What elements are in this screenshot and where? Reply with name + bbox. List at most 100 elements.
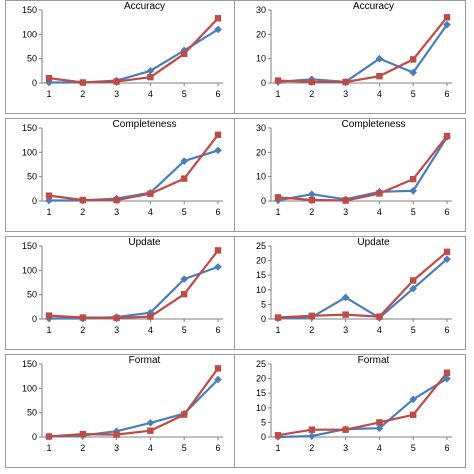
data-point-square-icon <box>410 411 417 419</box>
series-line <box>48 249 219 320</box>
data-point-square-icon <box>308 312 315 319</box>
data-point-square-icon <box>274 432 282 439</box>
y-tick-label: 0 <box>261 314 266 324</box>
x-tick-label: 4 <box>377 89 382 99</box>
chart-title: Update <box>357 237 390 248</box>
x-tick-label: 2 <box>80 89 85 99</box>
y-tick-label: 30 <box>256 5 266 15</box>
data-point-square-icon <box>443 132 451 140</box>
chart-panel: Update 0 5 10 15 20 25 1 2 3 4 5 6 <box>234 236 466 350</box>
series-line <box>48 367 219 438</box>
x-tick-label: 5 <box>182 325 187 335</box>
data-point-square-icon <box>214 365 222 372</box>
y-tick-label: 50 <box>27 290 37 300</box>
chart-title: Update <box>128 237 161 248</box>
y-tick-label: 100 <box>22 147 37 157</box>
chart-panel: Accuracy 0 10 20 30 1 2 3 4 5 6 <box>234 0 466 114</box>
data-point-square-icon <box>79 430 86 438</box>
y-tick-label: 0 <box>261 196 266 206</box>
x-tick-label: 2 <box>309 207 314 217</box>
y-tick-label: 0 <box>261 432 266 442</box>
data-point-square-icon <box>147 190 154 197</box>
x-tick-label: 3 <box>343 443 348 453</box>
x-tick-label: 6 <box>215 207 220 217</box>
chart-frame <box>234 118 466 232</box>
chart-svg: Completeness 0 50 100 150 1 2 3 4 5 6 <box>5 118 237 232</box>
x-tick-label: 6 <box>444 443 449 453</box>
x-tick-label: 1 <box>46 443 51 453</box>
chart-svg: Format 0 5 10 15 20 25 1 2 3 4 5 6 <box>234 354 466 468</box>
chart-panel: Format 0 50 100 150 1 2 3 4 5 6 <box>5 354 237 468</box>
x-tick-label: 5 <box>182 207 187 217</box>
y-tick-label: 100 <box>22 29 37 39</box>
data-point-square-icon <box>274 194 282 201</box>
data-point-diamond-icon <box>443 374 451 383</box>
y-tick-label: 150 <box>22 123 37 133</box>
y-tick-label: 25 <box>256 241 266 251</box>
x-tick-label: 1 <box>46 325 51 335</box>
x-tick-label: 1 <box>46 89 51 99</box>
series-line <box>277 372 448 437</box>
x-tick-label: 4 <box>148 325 153 335</box>
x-tick-label: 6 <box>444 207 449 217</box>
data-point-square-icon <box>79 314 86 321</box>
data-point-square-icon <box>181 411 188 418</box>
x-tick-label: 5 <box>411 325 416 335</box>
x-tick-label: 2 <box>80 325 85 335</box>
data-point-diamond-icon <box>45 78 53 87</box>
data-point-diamond-icon <box>45 196 53 205</box>
chart-panel: Completeness 0 50 100 150 1 2 3 4 5 6 <box>5 118 237 232</box>
chart-svg: Completeness 0 10 20 30 1 2 3 4 5 6 <box>234 118 466 232</box>
data-point-square-icon <box>274 314 282 321</box>
y-tick-label: 0 <box>261 78 266 88</box>
x-tick-label: 4 <box>377 443 382 453</box>
y-tick-label: 15 <box>256 270 266 280</box>
x-tick-label: 6 <box>444 325 449 335</box>
y-tick-label: 30 <box>256 123 266 133</box>
data-point-diamond-icon <box>146 67 155 75</box>
series-line <box>48 17 219 84</box>
data-point-diamond-icon <box>375 54 384 63</box>
data-point-diamond-icon <box>180 46 188 55</box>
chart-svg: Format 0 50 100 150 1 2 3 4 5 6 <box>5 354 237 468</box>
y-tick-label: 0 <box>32 196 37 206</box>
y-tick-label: 0 <box>32 432 37 442</box>
data-point-square-icon <box>376 72 383 80</box>
y-tick-label: 0 <box>32 314 37 324</box>
data-point-square-icon <box>308 426 315 433</box>
data-point-diamond-icon <box>409 284 417 293</box>
data-point-square-icon <box>443 14 451 21</box>
y-tick-label: 0 <box>32 78 37 88</box>
x-tick-label: 6 <box>215 443 220 453</box>
chart-frame <box>234 0 466 114</box>
x-tick-label: 2 <box>309 443 314 453</box>
x-tick-label: 3 <box>114 325 119 335</box>
data-point-square-icon <box>410 175 417 183</box>
y-tick-label: 20 <box>256 29 266 39</box>
data-point-square-icon <box>376 313 383 320</box>
data-point-diamond-icon <box>214 375 222 384</box>
data-point-diamond-icon <box>409 68 417 77</box>
x-tick-label: 5 <box>411 89 416 99</box>
x-tick-label: 4 <box>148 207 153 217</box>
data-point-square-icon <box>308 196 315 204</box>
y-tick-label: 50 <box>27 54 37 64</box>
data-point-square-icon <box>342 426 349 433</box>
series-line <box>277 377 448 439</box>
x-tick-label: 3 <box>343 207 348 217</box>
y-tick-label: 5 <box>261 417 266 427</box>
data-point-square-icon <box>274 77 282 84</box>
data-point-square-icon <box>181 50 188 57</box>
data-point-square-icon <box>45 433 53 440</box>
chart-title: Format <box>358 355 390 366</box>
data-point-diamond-icon <box>180 275 188 283</box>
chart-frame <box>5 118 237 232</box>
x-tick-label: 3 <box>114 89 119 99</box>
y-tick-label: 150 <box>22 241 37 251</box>
series-line <box>49 265 219 320</box>
chart-title: Format <box>129 355 161 366</box>
y-tick-label: 20 <box>256 374 266 384</box>
data-point-square-icon <box>45 312 53 319</box>
data-point-square-icon <box>113 196 120 204</box>
data-point-square-icon <box>443 369 451 376</box>
